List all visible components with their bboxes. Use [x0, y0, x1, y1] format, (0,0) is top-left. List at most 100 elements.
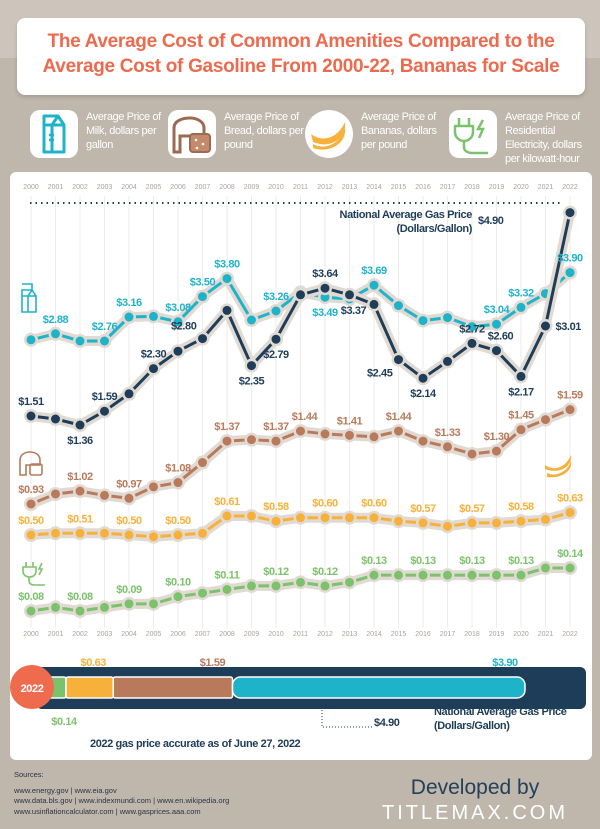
x-tick-label-bottom: 2011	[293, 631, 308, 638]
gas-point	[467, 338, 477, 348]
milk-point	[247, 315, 256, 325]
bananas-point	[443, 521, 452, 531]
gas-data-label: $3.01	[556, 321, 582, 333]
electricity-series	[24, 560, 577, 618]
bread-point	[394, 426, 403, 436]
bananas-point	[345, 513, 354, 523]
data-labels: $0.08 $0.08 $0.09 $0.10 $0.11 $0.12 $0.12 $0.13…	[18, 253, 584, 603]
electricity-point	[296, 577, 305, 587]
bread-point	[124, 493, 134, 503]
gas-data-label: $2.30	[141, 349, 167, 361]
gas-annotation-unit: (Dollars/Gallon)	[397, 223, 473, 235]
bread-data-label: $1.02	[67, 471, 93, 483]
electricity-data-label: $0.13	[508, 555, 534, 567]
electricity-point	[369, 570, 379, 580]
electricity-data-label: $0.10	[165, 577, 191, 589]
bread-data-label: $0.93	[18, 484, 44, 496]
bananas-point	[320, 513, 330, 523]
gas-point	[100, 406, 109, 416]
bread-data-label: $1.08	[165, 463, 191, 475]
gas-dotted-leader	[321, 707, 372, 728]
x-tick-label-top: 2017	[440, 184, 456, 191]
legend-text: Average Price of Milk, dollars per gallo…	[86, 111, 161, 151]
x-tick-label-bottom: 2015	[391, 631, 407, 638]
x-tick-label-top: 2020	[513, 184, 529, 191]
bread-point	[541, 415, 550, 425]
bread-point	[443, 442, 452, 452]
gas-point	[492, 346, 501, 356]
bread-icon	[168, 110, 216, 158]
bread-data-label: $1.44	[386, 411, 413, 423]
gas-point	[26, 411, 36, 421]
electricity-point	[51, 602, 60, 612]
legend-text: Average Price of Residential Electricity…	[505, 111, 582, 165]
x-tick-label-bottom: 2014	[366, 631, 382, 638]
gas-point	[565, 208, 575, 218]
gas-data-label: $1.36	[67, 435, 93, 447]
bananas-data-label: $0.60	[312, 498, 338, 510]
milk-point	[26, 335, 36, 345]
banana-icon	[545, 455, 572, 478]
electricity-point	[100, 602, 109, 612]
electricity-point	[26, 606, 36, 616]
x-tick-label-top: 2015	[391, 184, 407, 191]
electricity-data-label: $0.13	[361, 555, 387, 567]
x-tick-label-top: 2004	[121, 184, 137, 191]
electricity-data-label: $0.13	[459, 555, 485, 567]
electricity-segment-label: $0.14	[51, 716, 78, 728]
bananas-point	[467, 518, 477, 528]
electricity-point	[418, 570, 428, 580]
x-tick-label-bottom: 2013	[342, 631, 358, 638]
electricity-data-label: $0.08	[67, 591, 93, 603]
bread-point	[565, 405, 575, 415]
x-tick-label-bottom: 2010	[268, 631, 284, 638]
gas-point	[369, 299, 379, 309]
milk-point	[492, 319, 501, 329]
x-tick-label-bottom: 2021	[538, 631, 554, 638]
title-card: The Average Cost of Common Amenities Com…	[17, 18, 585, 95]
x-tick-label-bottom: 2004	[121, 631, 137, 638]
milk-point	[100, 336, 109, 346]
milk-carton-icon	[21, 283, 37, 313]
gas-point	[75, 420, 85, 430]
bananas-point	[124, 530, 134, 540]
gas-data-label: $3.37	[341, 305, 367, 317]
bananas-data-label: $0.58	[263, 501, 289, 513]
milk-data-label: $3.90	[557, 253, 583, 265]
milk-point	[124, 312, 134, 322]
milk-segment	[231, 676, 526, 699]
bananas-point	[516, 516, 526, 526]
gas-point	[124, 389, 134, 399]
bananas-point	[565, 508, 575, 518]
gas-point	[198, 334, 207, 344]
bread-data-label: $0.97	[116, 478, 142, 490]
summary-gas-value: $4.90	[374, 717, 400, 729]
bread-point	[247, 435, 256, 445]
electricity-point	[198, 588, 207, 598]
gas-data-label: $2.35	[239, 376, 265, 388]
bread-point	[75, 486, 85, 496]
milk-data-label: $3.80	[214, 259, 240, 271]
bread-point	[271, 436, 281, 446]
electricity-point	[443, 570, 452, 580]
x-tick-label-bottom: 2003	[97, 631, 113, 638]
bananas-point	[541, 514, 550, 524]
milk-point	[369, 280, 379, 290]
milk-point	[173, 317, 183, 327]
electricity-data-label: $0.08	[18, 591, 44, 603]
milk-point	[75, 336, 85, 346]
x-tick-label-top: 2008	[219, 184, 235, 191]
milk-data-label: $3.26	[263, 291, 289, 303]
x-tick-label-bottom: 2007	[195, 631, 211, 638]
milk-data-label: $3.49	[312, 307, 338, 319]
bread-point	[320, 429, 330, 439]
bananas-point	[296, 513, 305, 523]
milk-point	[320, 292, 330, 302]
x-tick-label-bottom: 2006	[170, 631, 186, 638]
bananas-point	[492, 518, 501, 528]
milk-data-label: $3.50	[190, 277, 216, 289]
bananas-point	[418, 518, 428, 528]
gas-annotation-label: National Average Gas Price	[340, 209, 473, 221]
electricity-data-label: $0.12	[312, 566, 338, 578]
gas-data-label: $2.79	[263, 349, 289, 361]
